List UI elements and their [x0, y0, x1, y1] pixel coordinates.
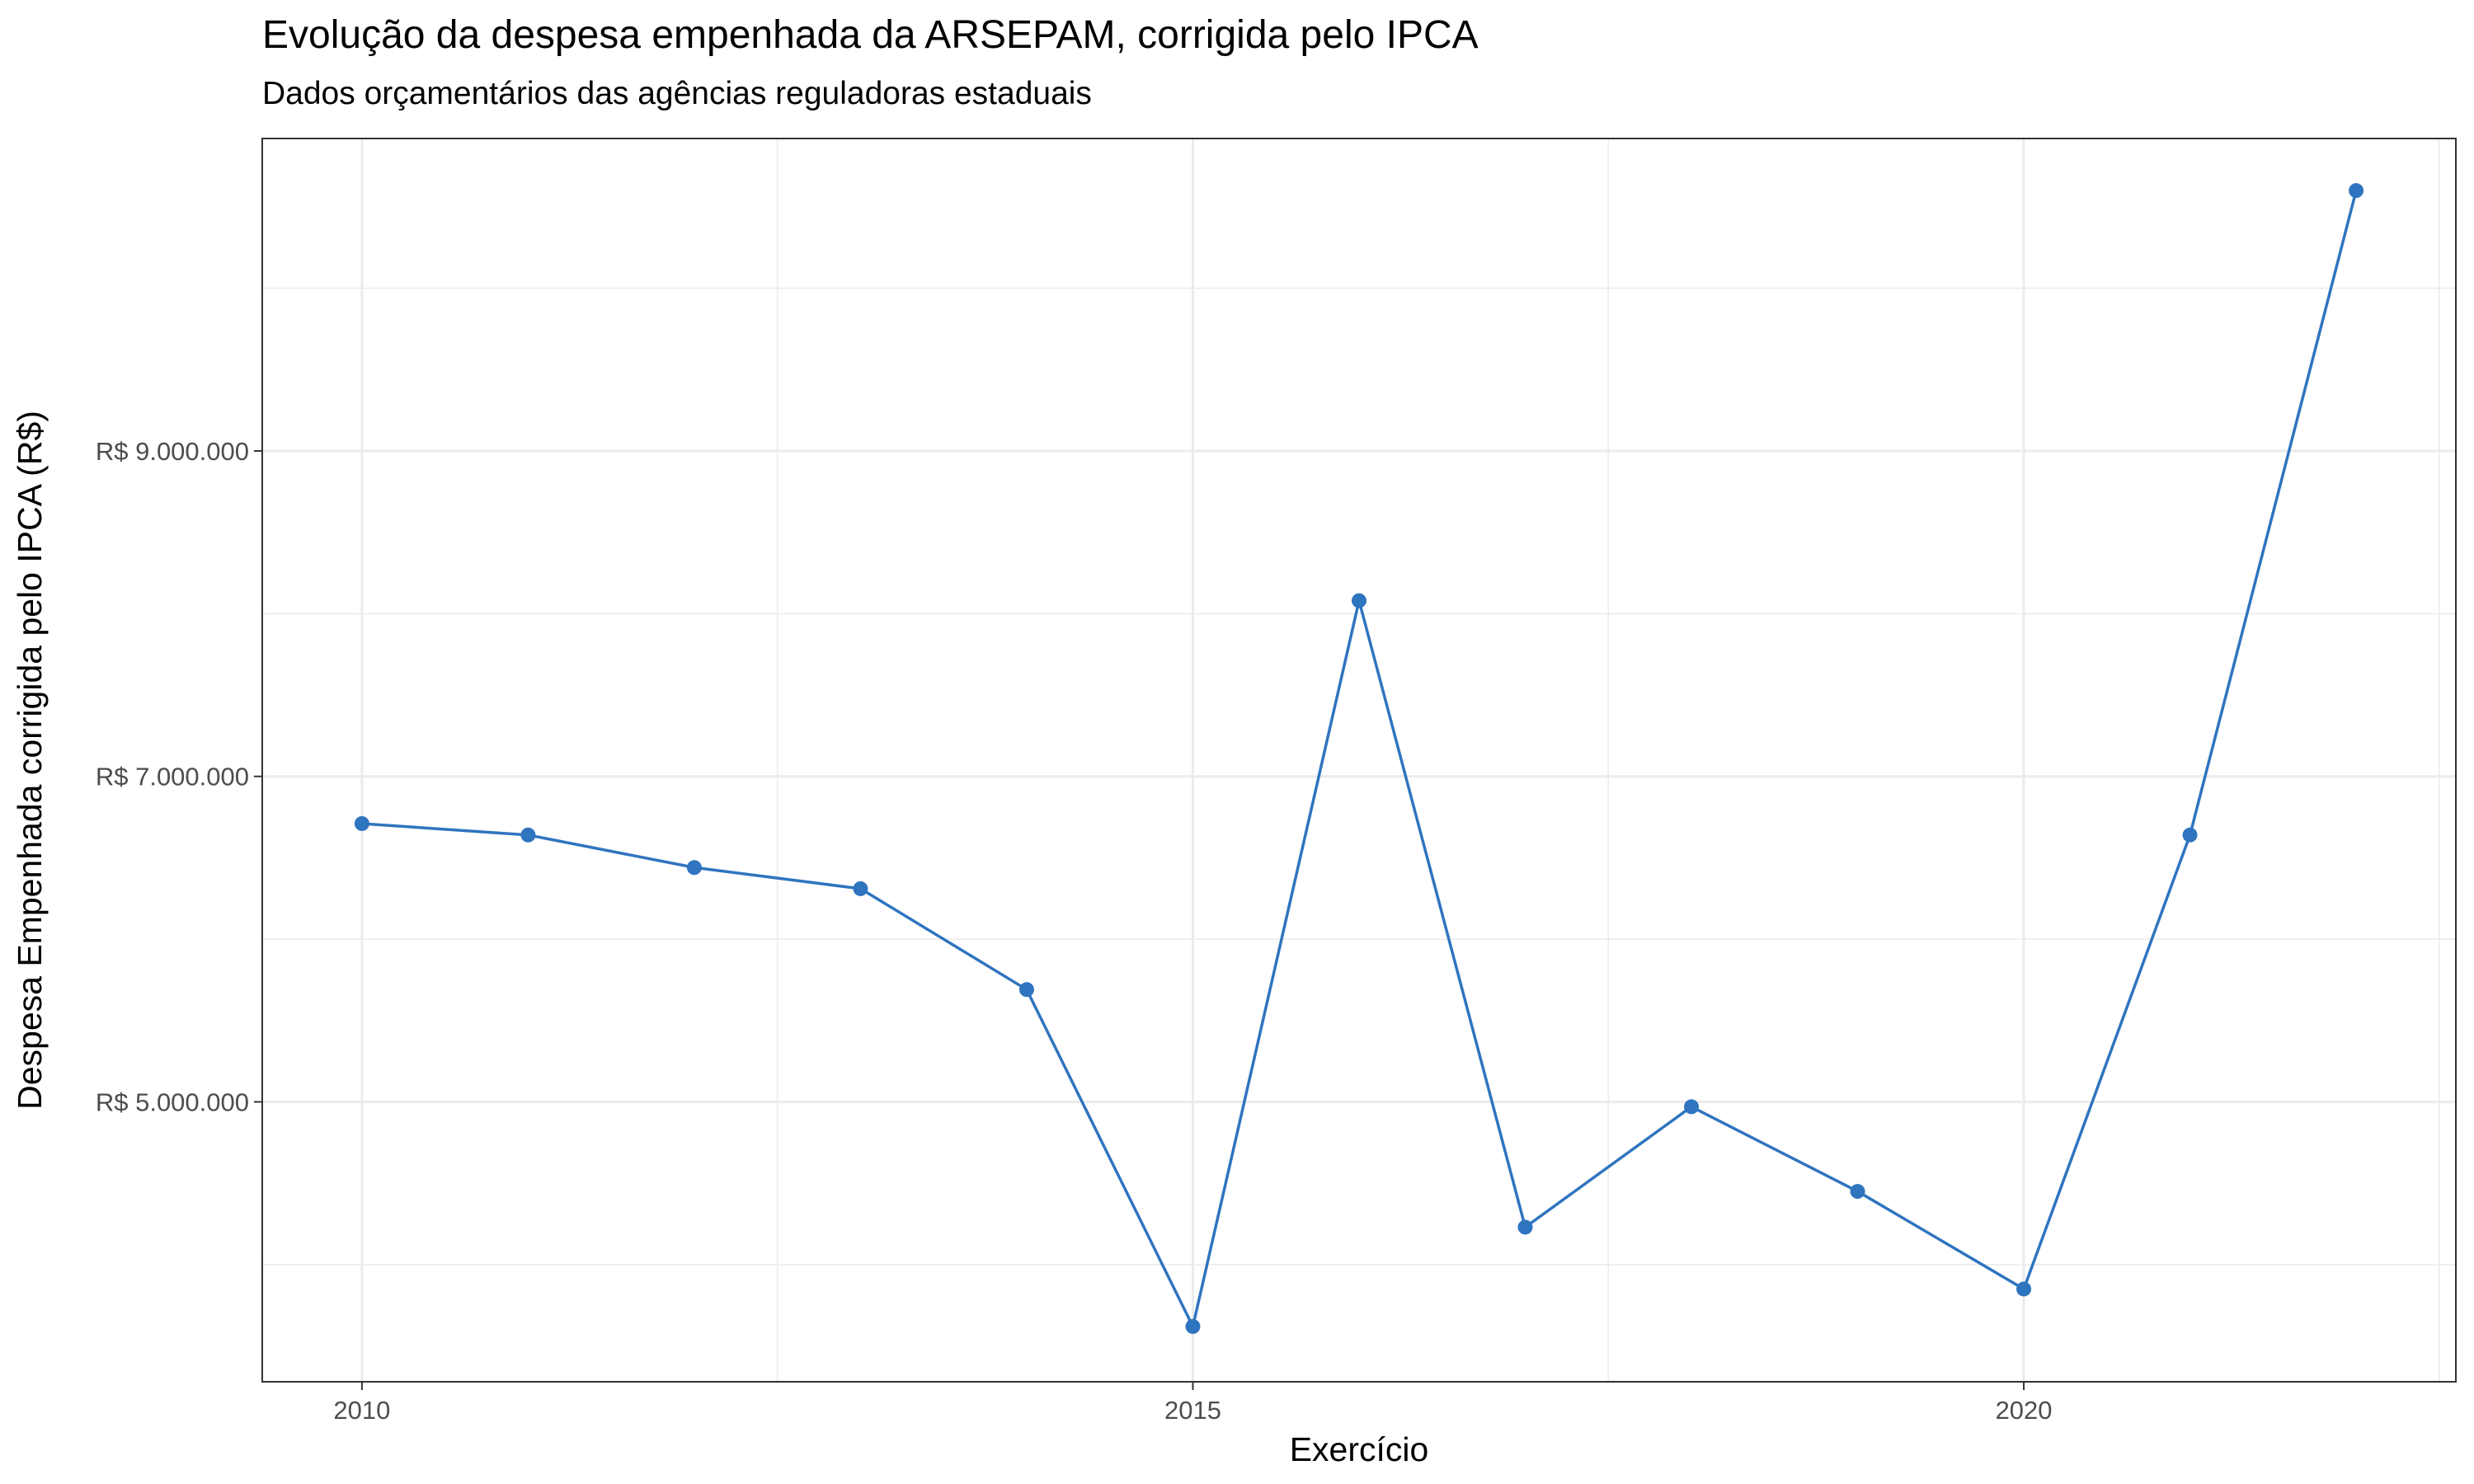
data-point-2014: [1018, 982, 1034, 998]
chart-title: Evolução da despesa empenhada da ARSEPAM…: [262, 13, 1479, 57]
chart-subtitle: Dados orçamentários das agências regulad…: [262, 76, 1092, 111]
data-point-2020: [2016, 1281, 2032, 1297]
data-point-2022: [2349, 183, 2364, 199]
series-layer: [354, 183, 2364, 1334]
x-tick-label: 2020: [1996, 1396, 2053, 1425]
y-tick-label: R$ 7.000.000: [96, 763, 249, 791]
y-axis-title: Despesa Empenhada corrigida pelo IPCA (R…: [11, 411, 49, 1110]
data-point-2015: [1185, 1318, 1201, 1334]
x-axis: 2010 2015 2020: [333, 1382, 2053, 1425]
data-point-2010: [354, 815, 369, 831]
series-line: [361, 190, 2358, 1328]
minor-gridlines: [262, 139, 2456, 1382]
x-axis-title: Exercício: [1290, 1430, 1429, 1468]
y-axis: R$ 5.000.000 R$ 7.000.000 R$ 9.000.000: [96, 437, 262, 1117]
data-point-2013: [853, 881, 868, 896]
y-tick-label: R$ 5.000.000: [96, 1088, 249, 1117]
x-tick-label: 2015: [1164, 1396, 1221, 1425]
data-point-2019: [1850, 1184, 1865, 1200]
x-tick-label: 2010: [333, 1396, 390, 1425]
data-point-2021: [2182, 827, 2198, 843]
data-point-2012: [686, 860, 702, 876]
data-point-2011: [520, 827, 536, 843]
major-gridlines: [262, 139, 2456, 1382]
data-point-2018: [1684, 1099, 1700, 1115]
data-point-2017: [1517, 1219, 1533, 1235]
y-tick-label: R$ 9.000.000: [96, 437, 249, 466]
plot-panel-border: [261, 138, 2457, 1383]
data-point-2016: [1352, 593, 1366, 608]
